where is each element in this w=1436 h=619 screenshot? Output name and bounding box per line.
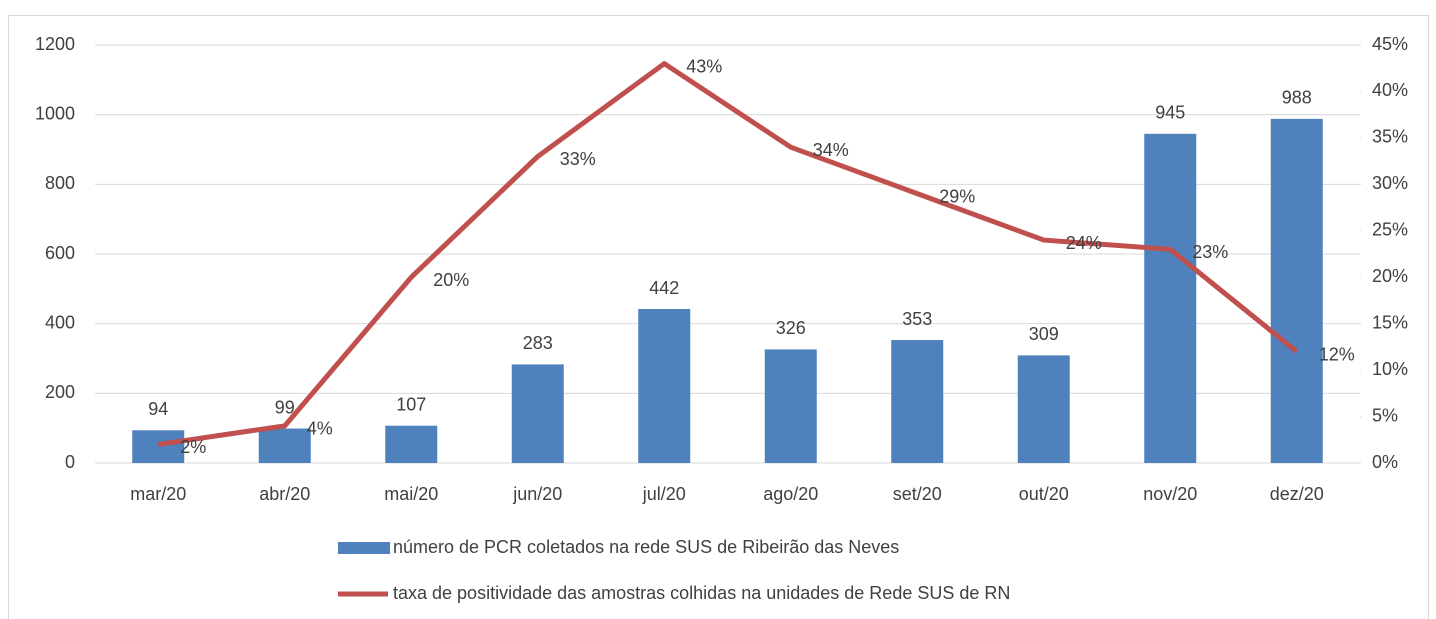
x-tick-label: jun/20 [512,484,562,504]
y-tick-label: 800 [45,173,75,193]
x-tick-label: ago/20 [763,484,818,504]
data-label: 33% [560,149,596,169]
data-label: 12% [1319,344,1355,364]
y-tick-label: 1000 [35,103,75,123]
chart-frame [8,15,1429,619]
y-tick-label: 0 [65,452,75,472]
x-tick-label: dez/20 [1270,484,1324,504]
data-label: 2% [180,437,206,457]
y2-tick-label: 5% [1372,405,1398,425]
bar [764,349,817,463]
data-label: 94 [148,399,168,419]
y-tick-label: 200 [45,382,75,402]
bar [258,428,311,463]
data-label: 20% [433,270,469,290]
bar [1017,355,1070,463]
x-tick-label: abr/20 [259,484,310,504]
data-label: 107 [396,394,426,414]
bar [1270,118,1323,463]
data-label: 23% [1192,242,1228,262]
y2-tick-label: 0% [1372,452,1398,472]
y2-tick-label: 20% [1372,266,1408,286]
bar [511,364,564,463]
data-label: 442 [649,278,679,298]
data-label: 34% [813,140,849,160]
data-label: 326 [776,318,806,338]
y2-tick-label: 40% [1372,80,1408,100]
bar [385,425,438,463]
legend-label: taxa de positividade das amostras colhid… [393,583,1010,603]
x-tick-label: out/20 [1019,484,1069,504]
data-label: 309 [1029,324,1059,344]
data-label: 988 [1282,88,1312,108]
y2-tick-label: 15% [1372,312,1408,332]
bar [891,340,944,463]
x-tick-label: jul/20 [642,484,686,504]
line [157,61,1299,447]
data-label: 945 [1155,103,1185,123]
x-tick-label: nov/20 [1143,484,1197,504]
y-tick-label: 400 [45,312,75,332]
data-label: 24% [1066,233,1102,253]
data-label: 353 [902,309,932,329]
y2-tick-label: 45% [1372,34,1408,54]
bar [1144,133,1197,463]
data-label: 43% [686,56,722,76]
legend-swatch [338,542,390,554]
y-tick-label: 600 [45,243,75,263]
x-tick-label: mar/20 [130,484,186,504]
y2-tick-label: 10% [1372,359,1408,379]
data-label: 29% [939,186,975,206]
y2-tick-label: 30% [1372,173,1408,193]
y2-tick-label: 35% [1372,127,1408,147]
bar [638,309,691,463]
legend-label: número de PCR coletados na rede SUS de R… [393,537,899,557]
data-label: 283 [523,333,553,353]
data-label: 99 [275,397,295,417]
y-tick-label: 1200 [35,34,75,54]
bar [132,430,185,463]
data-label: 4% [307,419,333,439]
x-tick-label: set/20 [893,484,942,504]
x-tick-label: mai/20 [384,484,438,504]
y2-tick-label: 25% [1372,220,1408,240]
